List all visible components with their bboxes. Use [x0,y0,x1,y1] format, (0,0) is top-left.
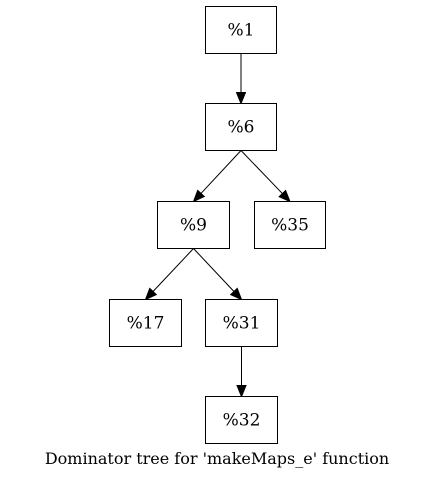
arrowhead-icon [237,93,246,104]
tree-node: %1 [206,7,277,54]
node-label: %6 [228,118,255,138]
tree-edge [194,151,242,202]
tree-node: %9 [158,202,230,249]
nodes-layer: %1 %6 %9 %35 %17 %31 %32 [110,7,326,444]
edge-line [201,151,241,194]
arrowhead-icon [237,386,246,397]
tree-node: %31 [206,300,278,347]
node-label: %31 [223,314,261,334]
tree-edge [237,347,246,397]
node-label: %17 [127,314,165,334]
tree-edge [241,151,290,202]
tree-edge [237,54,246,104]
node-label: %9 [180,216,207,236]
edge-line [241,151,282,194]
edge-line [194,249,234,292]
tree-edge [146,249,194,300]
node-label: %32 [223,411,261,431]
tree-node: %6 [206,104,277,151]
tree-node: %35 [255,202,326,249]
node-label: %35 [271,216,309,236]
edge-line [153,249,193,292]
tree-node: %32 [206,397,278,444]
node-label: %1 [228,21,255,41]
tree-node: %17 [110,300,182,347]
tree-edge [194,249,242,300]
diagram-caption: Dominator tree for 'makeMaps_e' function [45,449,389,468]
